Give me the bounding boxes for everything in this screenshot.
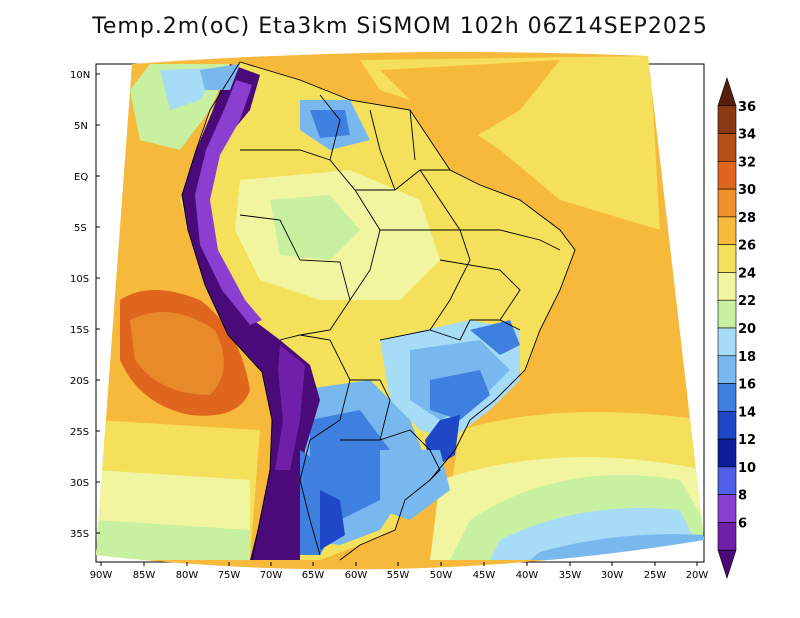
- lon-tick-30w: 30W: [601, 570, 624, 581]
- lon-tick-80w: 80W: [176, 570, 199, 581]
- lat-tick-5n: 5N: [74, 121, 88, 132]
- lat-tick-30s: 30S: [70, 478, 89, 489]
- colorbar-swatch: [717, 77, 737, 107]
- colorbar-label: 12: [738, 433, 756, 448]
- latitude-axis: 10N 5N EQ 5S 10S 15S 20S 25S 30S 35S: [70, 70, 90, 540]
- lat-tick-10s: 10S: [70, 274, 89, 285]
- lon-tick-55w: 55W: [387, 570, 410, 581]
- lon-tick-70w: 70W: [260, 570, 283, 581]
- colorbar: 36 34 32 30 28 26 24 22 20 18 16 14 12 10 8 6: [717, 77, 756, 579]
- lat-tick-25s: 25S: [70, 427, 89, 438]
- lat-tick-eq: EQ: [74, 172, 88, 183]
- colorbar-label: 28: [738, 211, 756, 226]
- colorbar-swatch: [717, 355, 737, 384]
- lat-tick-35s: 35S: [70, 529, 89, 540]
- colorbar-swatch: [717, 438, 737, 468]
- lon-tick-50w: 50W: [430, 570, 453, 581]
- country-borders: [181, 61, 576, 561]
- colorbar-swatch: [717, 105, 737, 134]
- lon-tick-35w: 35W: [559, 570, 582, 581]
- lon-tick-60w: 60W: [345, 570, 368, 581]
- colorbar-swatch: [717, 383, 737, 412]
- colorbar-label: 6: [738, 516, 747, 531]
- lon-tick-45w: 45W: [473, 570, 496, 581]
- colorbar-swatch: [717, 411, 737, 440]
- colorbar-swatch: [717, 299, 737, 329]
- colorbar-swatch: [717, 161, 737, 190]
- lon-tick-65w: 65W: [302, 570, 325, 581]
- lat-tick-5s: 5S: [74, 223, 87, 234]
- colorbar-label: 36: [738, 100, 756, 115]
- colorbar-swatch: [717, 244, 737, 273]
- colorbar-label: 16: [738, 378, 756, 393]
- colorbar-label: 20: [738, 322, 756, 337]
- lon-tick-25w: 25W: [644, 570, 667, 581]
- colorbar-swatch: [717, 272, 737, 301]
- colorbar-swatch: [717, 327, 737, 357]
- colorbar-label: 10: [738, 461, 756, 476]
- lat-tick-15s: 15S: [70, 325, 89, 336]
- temperature-field: [96, 51, 704, 570]
- colorbar-label: 8: [738, 489, 747, 504]
- colorbar-swatch: [717, 466, 737, 495]
- longitude-axis: 90W 85W 80W 75W 70W 65W 60W 55W 50W 45W …: [90, 570, 709, 581]
- colorbar-swatch: [717, 188, 737, 218]
- lat-tick-10n: 10N: [70, 70, 90, 81]
- map-title: Temp.2m(oC) Eta3km SiSMOM 102h 06Z14SEP2…: [92, 14, 708, 39]
- colorbar-label: 22: [738, 294, 756, 309]
- colorbar-swatch: [717, 549, 737, 579]
- colorbar-label: 32: [738, 155, 756, 170]
- lon-tick-20w: 20W: [686, 570, 709, 581]
- lon-tick-40w: 40W: [516, 570, 539, 581]
- colorbar-swatch: [717, 522, 737, 551]
- lat-tick-20s: 20S: [70, 376, 89, 387]
- colorbar-label: 26: [738, 239, 756, 254]
- colorbar-swatch: [717, 494, 737, 523]
- lon-tick-75w: 75W: [218, 570, 241, 581]
- colorbar-label: 14: [738, 405, 756, 420]
- lon-tick-90w: 90W: [90, 570, 113, 581]
- colorbar-label: 34: [738, 128, 756, 143]
- colorbar-label: 24: [738, 266, 756, 281]
- colorbar-label: 18: [738, 350, 756, 365]
- colorbar-swatch: [717, 133, 737, 162]
- colorbar-swatch: [717, 216, 737, 245]
- colorbar-label: 30: [738, 183, 756, 198]
- lon-tick-85w: 85W: [133, 570, 156, 581]
